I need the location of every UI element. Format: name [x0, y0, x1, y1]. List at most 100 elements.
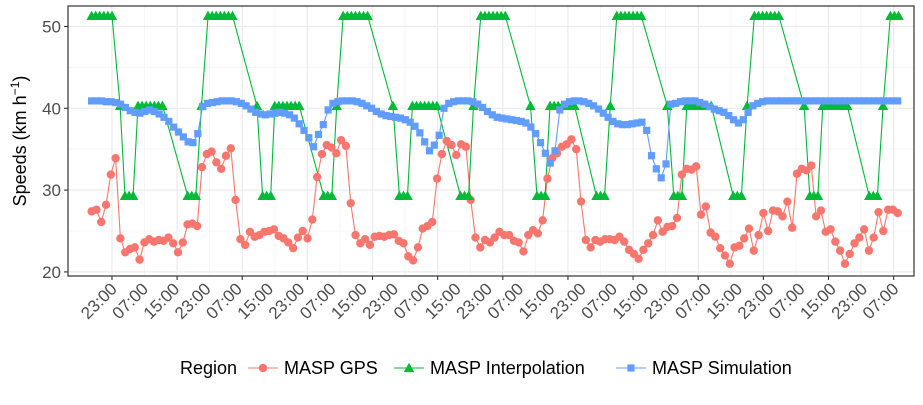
gps-point — [869, 233, 878, 242]
simulation-point — [184, 138, 192, 146]
gps-point — [701, 202, 710, 211]
gps-point — [581, 235, 591, 245]
gps-point — [97, 217, 106, 227]
gps-point — [648, 230, 658, 240]
simulation-point — [358, 99, 366, 107]
gps-point — [269, 225, 279, 234]
simulation-point — [387, 112, 395, 121]
simulation-point — [691, 97, 699, 105]
simulation-point — [778, 97, 786, 105]
simulation-point — [686, 97, 694, 105]
simulation-point — [339, 97, 347, 105]
legend-title: Region — [180, 358, 237, 378]
simulation-point — [252, 108, 260, 116]
simulation-point — [478, 103, 487, 112]
simulation-point — [768, 97, 776, 105]
simulation-point — [826, 97, 834, 105]
gps-point — [739, 234, 749, 243]
simulation-point — [367, 104, 376, 112]
simulation-point — [498, 114, 506, 122]
simulation-point — [744, 108, 752, 116]
simulation-point — [783, 97, 791, 105]
simulation-point — [575, 97, 583, 105]
simulation-point — [469, 98, 477, 106]
interpolation-point — [106, 10, 118, 20]
simulation-point — [353, 98, 361, 106]
gps-point — [303, 234, 312, 243]
interpolation-point — [525, 100, 536, 110]
legend-label: MASP Simulation — [652, 358, 792, 378]
simulation-point — [522, 119, 530, 127]
gps-point — [759, 208, 768, 218]
simulation-point — [532, 130, 540, 138]
gps-point — [749, 246, 758, 255]
gps-point — [336, 135, 346, 145]
gps-point — [874, 207, 883, 217]
gps-series-line — [91, 138, 899, 266]
simulation-point — [580, 98, 588, 106]
gps-point — [831, 237, 840, 246]
simulation-point — [285, 111, 294, 119]
simulation-point — [334, 98, 342, 106]
simulation-point — [131, 108, 139, 116]
simulation-point — [483, 107, 492, 116]
simulation-point — [102, 98, 110, 106]
simulation-point — [107, 98, 115, 106]
simulation-point — [652, 165, 660, 173]
simulation-point — [715, 107, 723, 115]
simulation-point — [884, 97, 892, 105]
simulation-point — [290, 114, 298, 122]
simulation-point — [179, 133, 187, 141]
simulation-point — [141, 107, 149, 116]
gps-point — [677, 170, 686, 179]
simulation-point — [493, 113, 501, 121]
gps-point — [408, 256, 418, 265]
gps-point — [543, 174, 552, 183]
gps-point — [106, 170, 116, 179]
simulation-point — [812, 97, 820, 105]
gps-point — [92, 205, 101, 214]
simulation-point — [734, 119, 743, 127]
y-tick-label: 30 — [42, 181, 61, 200]
legend-key-gps — [258, 363, 268, 373]
gps-point — [327, 143, 336, 152]
simulation-point — [894, 97, 902, 105]
gps-point — [778, 212, 787, 221]
simulation-point — [536, 139, 545, 147]
gps-point — [236, 234, 245, 244]
interpolation-point — [877, 100, 889, 110]
gps-point — [164, 233, 173, 242]
simulation-point — [831, 97, 839, 105]
simulation-point — [855, 97, 863, 105]
y-tick-label: 50 — [42, 17, 61, 36]
simulation-point — [174, 128, 183, 136]
simulation-point — [701, 100, 709, 108]
simulation-point — [194, 130, 202, 138]
simulation-point — [305, 134, 313, 142]
gps-point — [476, 243, 485, 252]
gps-point — [715, 243, 725, 253]
simulation-point — [570, 97, 578, 105]
simulation-point — [773, 97, 781, 105]
simulation-point — [865, 97, 873, 105]
legend: Region MASP GPS MASP Interpolation MASP Si… — [180, 358, 792, 378]
interpolation-point — [539, 190, 551, 200]
simulation-point — [97, 97, 105, 105]
gps-point — [341, 141, 351, 151]
simulation-point — [507, 116, 516, 124]
interpolation-point — [676, 190, 688, 200]
simulation-point — [802, 97, 810, 105]
interpolation-point — [362, 10, 373, 20]
gps-point — [447, 140, 456, 150]
simulation-point — [430, 141, 438, 149]
simulation-point — [488, 111, 496, 119]
gps-point — [879, 226, 888, 236]
interpolation-point — [387, 100, 399, 110]
simulation-point — [647, 152, 656, 160]
simulation-point — [464, 97, 472, 105]
gps-point — [783, 197, 792, 206]
simulation-point — [725, 112, 733, 120]
simulation-point — [218, 97, 226, 105]
series-layer — [86, 10, 904, 268]
